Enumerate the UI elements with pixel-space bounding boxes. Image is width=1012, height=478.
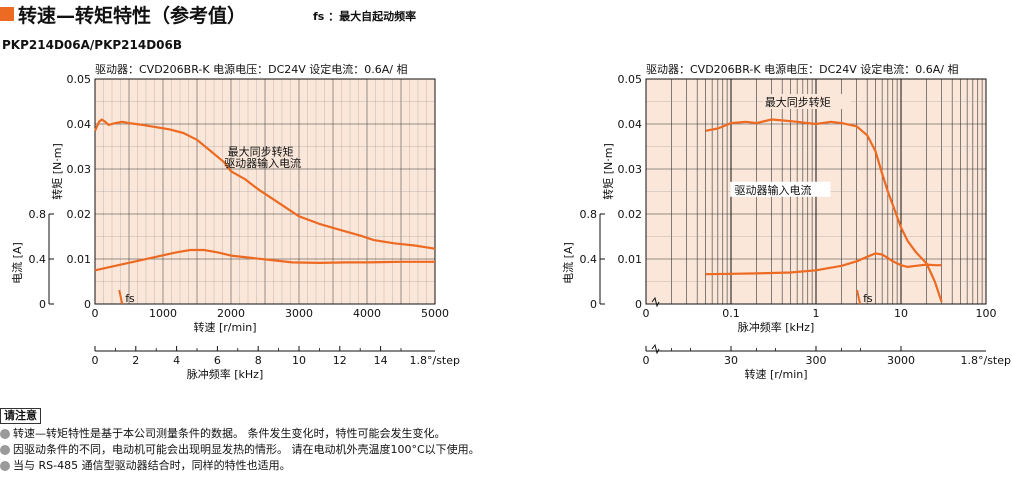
chart-log: 驱动器：CVD206BR-K 电源电压：DC24V 设定电流：0.6A/ 相00… <box>561 62 1011 381</box>
x-tick-label: 0 <box>92 307 99 320</box>
x2-tick-label: 6 <box>214 354 221 367</box>
current-tick-label: 0 <box>39 298 46 311</box>
y-axis-label: 转矩 [N·m] <box>601 143 615 200</box>
y-tick-label: 0.03 <box>67 163 92 176</box>
plot-frame <box>645 78 987 305</box>
label-background <box>762 94 851 109</box>
x-tick-label: 4000 <box>353 307 381 320</box>
title-marker <box>0 7 14 21</box>
y-tick-label: 0 <box>84 298 91 311</box>
note-text: 转速—转矩特性是基于本公司测量条件的数据。 条件发生变化时，特性可能会发生变化。 <box>13 427 446 440</box>
fs-marker <box>118 289 124 305</box>
y-tick-label: 0.05 <box>618 73 643 86</box>
y-tick-label: 0.01 <box>67 253 92 266</box>
series-torque-line <box>93 118 436 250</box>
x-tick-label: 5000 <box>421 307 449 320</box>
fs-label: fs <box>125 292 135 305</box>
chart-condition: 驱动器：CVD206BR-K 电源电压：DC24V 设定电流：0.6A/ 相 <box>95 62 407 76</box>
note-item: 因驱动条件的不同，电动机可能会出现明显发热的情形。 请在电动机外壳温度100°C… <box>0 442 480 458</box>
note-item: 转速—转矩特性是基于本公司测量条件的数据。 条件发生变化时，特性可能会发生变化。 <box>0 426 480 442</box>
bullet-icon <box>0 461 10 471</box>
chart-condition: 驱动器：CVD206BR-K 电源电压：DC24V 设定电流：0.6A/ 相 <box>646 62 958 76</box>
label-background <box>730 181 831 197</box>
fs-label: fs <box>863 292 873 305</box>
page-title: 转速—转矩特性（参考值） <box>18 4 247 27</box>
x-tick-label: 3000 <box>285 307 313 320</box>
fs-marker <box>856 289 862 305</box>
current-tick-label: 0 <box>590 298 597 311</box>
x2-tick-label: 10 <box>292 354 306 367</box>
y-tick-label: 0.02 <box>618 208 643 221</box>
current-axis-label: 电流 [A] <box>10 242 24 284</box>
plot-frame <box>94 78 436 305</box>
current-tick-label: 0.4 <box>580 253 598 266</box>
notes-panel: 请注意 转速—转矩特性是基于本公司测量条件的数据。 条件发生变化时，特性可能会发… <box>0 408 480 474</box>
y-tick-label: 0.05 <box>67 73 92 86</box>
x2-tick-label: 3000 <box>887 354 915 367</box>
current-tick-label: 0.8 <box>580 208 598 221</box>
annotation-torque: 最大同步转矩 <box>228 145 294 159</box>
annotation-current: 驱动器输入电流 <box>735 183 812 197</box>
bullet-icon <box>0 445 10 455</box>
series-torque-line <box>705 118 943 303</box>
y-tick-label: 0.04 <box>67 118 92 131</box>
y-tick-label: 0.01 <box>618 253 643 266</box>
x2-tick-label: 2 <box>132 354 139 367</box>
annotation-current: 驱动器输入电流 <box>224 156 301 170</box>
x2-tick-label: 12 <box>333 354 347 367</box>
note-item: 当与 RS-485 通信型驱动器结合时，同样的特性也适用。 <box>0 458 480 474</box>
x-tick-label: 0 <box>643 307 650 320</box>
x2-tick-label: 30 <box>724 354 738 367</box>
axis-break-icon <box>651 343 660 355</box>
bullet-icon <box>0 429 10 439</box>
x-axis-label: 转速 [r/min] <box>193 320 256 334</box>
x-tick-label: 2000 <box>217 307 245 320</box>
current-tick-label: 0.8 <box>29 208 47 221</box>
chart-linear: 驱动器：CVD206BR-K 电源电压：DC24V 设定电流：0.6A/ 相00… <box>10 62 461 381</box>
note-text: 当与 RS-485 通信型驱动器结合时，同样的特性也适用。 <box>13 459 291 472</box>
series-current-line <box>705 252 942 276</box>
x-tick-label: 1 <box>813 307 820 320</box>
y-tick-label: 0.03 <box>618 163 643 176</box>
annotation-torque: 最大同步转矩 <box>765 95 831 109</box>
x2-step-note: 1.8°/step <box>410 354 461 367</box>
x-tick-label: 100 <box>976 307 997 320</box>
series-current-line <box>94 248 435 272</box>
y-tick-label: 0.04 <box>618 118 643 131</box>
x2-tick-label: 14 <box>374 354 388 367</box>
x2-tick-label: 0 <box>92 354 99 367</box>
current-tick-label: 0.4 <box>29 253 47 266</box>
x2-step-note: 1.8°/step <box>961 354 1012 367</box>
x-tick-label: 1000 <box>149 307 177 320</box>
fs-note: fs ：最大自起动频率 <box>313 10 417 23</box>
notes-heading: 请注意 <box>0 408 41 424</box>
y-axis-label: 转矩 [N·m] <box>50 143 64 200</box>
x2-axis-label: 脉冲频率 [kHz] <box>187 367 264 381</box>
x2-tick-label: 8 <box>255 354 262 367</box>
y-tick-label: 0.02 <box>67 208 92 221</box>
title-block: 转速—转矩特性（参考值） <box>0 3 247 27</box>
x2-tick-label: 0 <box>643 354 650 367</box>
x-axis-label: 脉冲频率 [kHz] <box>738 320 815 334</box>
model-name: PKP214D06A/PKP214D06B <box>2 38 183 52</box>
x-tick-label: 0.1 <box>722 307 740 320</box>
x2-tick-label: 300 <box>806 354 827 367</box>
x-tick-label: 10 <box>894 307 908 320</box>
x2-tick-label: 4 <box>173 354 180 367</box>
x2-axis-label: 转速 [r/min] <box>744 367 807 381</box>
y-tick-label: 0 <box>635 298 642 311</box>
note-text: 因驱动条件的不同，电动机可能会出现明显发热的情形。 请在电动机外壳温度100°C… <box>13 443 480 456</box>
axis-break-icon <box>651 296 660 308</box>
current-axis-label: 电流 [A] <box>561 242 575 284</box>
